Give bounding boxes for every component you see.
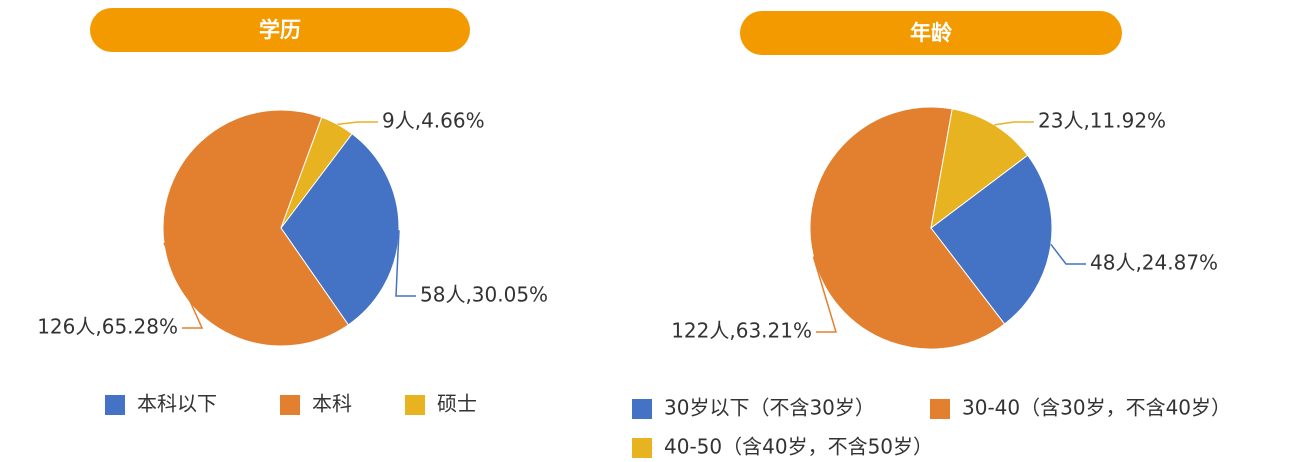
pie-slice	[930, 154, 1053, 325]
data-label: 48人,24.87%	[1090, 251, 1218, 275]
title-pill	[740, 11, 1122, 55]
legend-label: 硕士	[437, 392, 477, 416]
data-label: 126人,65.28%	[37, 315, 178, 339]
data-label: 122人,63.21%	[671, 319, 812, 343]
pie-slice	[930, 108, 1029, 230]
legend-swatch	[930, 399, 950, 419]
legend-label: 本科以下	[137, 392, 217, 416]
chart-title: 年龄	[910, 21, 953, 45]
legend-swatch	[105, 395, 125, 415]
pie-slice	[280, 116, 353, 229]
leader-line	[812, 256, 838, 333]
legend-swatch	[405, 395, 425, 415]
leader-line	[1050, 243, 1086, 265]
legend-label: 本科	[312, 392, 352, 416]
leader-line	[163, 242, 204, 329]
leader-line	[994, 121, 1034, 126]
legend-label: 40-50（含40岁，不含50岁）	[664, 435, 933, 459]
legend-swatch	[632, 438, 652, 458]
legend-swatch	[632, 399, 652, 419]
leader-line	[395, 230, 416, 297]
legend-swatch	[280, 395, 300, 415]
chart-title: 学历	[259, 18, 301, 42]
leader-line	[337, 121, 378, 126]
title-pill	[90, 8, 470, 52]
legend-label: 30岁以下（不含30岁）	[664, 396, 875, 420]
legend-label: 30-40（含30岁，不含40岁）	[962, 396, 1231, 420]
data-label: 23人,11.92%	[1038, 109, 1166, 133]
data-label: 9人,4.66%	[382, 109, 485, 133]
data-label: 58人,30.05%	[420, 283, 548, 307]
